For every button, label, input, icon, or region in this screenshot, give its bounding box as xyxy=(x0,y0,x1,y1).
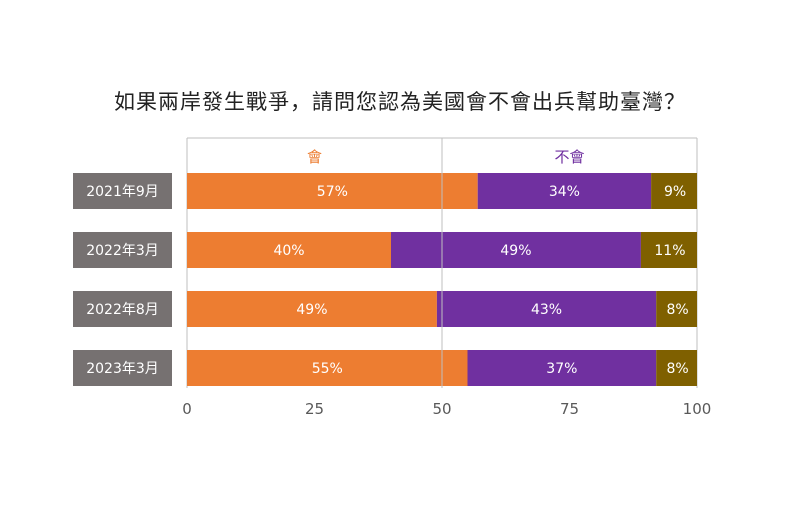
data-label-hui: 49% xyxy=(296,302,327,318)
data-label-hui: 40% xyxy=(273,243,304,259)
x-tick-label: 0 xyxy=(182,400,192,418)
category-label-box xyxy=(73,291,172,327)
category-label: 2023年3月 xyxy=(86,361,159,377)
bar-hui xyxy=(187,173,478,209)
legend-buhui: 不會 xyxy=(554,148,584,166)
bar-other xyxy=(640,232,697,268)
data-label-buhui: 49% xyxy=(500,243,531,259)
category-label: 2021年9月 xyxy=(86,184,159,200)
data-label-hui: 57% xyxy=(317,184,348,200)
x-tick-label: 75 xyxy=(560,400,579,418)
bar-buhui xyxy=(477,173,652,209)
bar-other xyxy=(656,350,697,386)
bar-other xyxy=(651,173,697,209)
x-tick-label: 50 xyxy=(432,400,451,418)
bar-hui xyxy=(187,291,437,327)
category-label: 2022年3月 xyxy=(86,243,159,259)
chart-title: 如果兩岸發生戰爭，請問您認為美國會不會出兵幫助臺灣？ xyxy=(114,90,686,114)
data-label-other: 9% xyxy=(664,184,686,200)
bar-buhui xyxy=(467,350,657,386)
legend-hui: 會 xyxy=(307,148,322,166)
x-tick-label: 100 xyxy=(683,400,712,418)
data-label-buhui: 37% xyxy=(546,361,577,377)
category-label-box xyxy=(73,173,172,209)
bar-hui xyxy=(187,232,391,268)
category-label-box xyxy=(73,350,172,386)
data-label-buhui: 34% xyxy=(549,184,580,200)
data-label-other: 8% xyxy=(666,361,688,377)
data-label-other: 8% xyxy=(666,302,688,318)
bar-other xyxy=(656,291,697,327)
category-label-box xyxy=(73,232,172,268)
bar-buhui xyxy=(391,232,641,268)
bar-buhui xyxy=(436,291,657,327)
bar-hui xyxy=(187,350,468,386)
data-label-buhui: 43% xyxy=(531,302,562,318)
data-label-other: 11% xyxy=(654,243,685,259)
data-label-hui: 55% xyxy=(312,361,343,377)
x-tick-label: 25 xyxy=(305,400,324,418)
category-label: 2022年8月 xyxy=(86,302,159,318)
